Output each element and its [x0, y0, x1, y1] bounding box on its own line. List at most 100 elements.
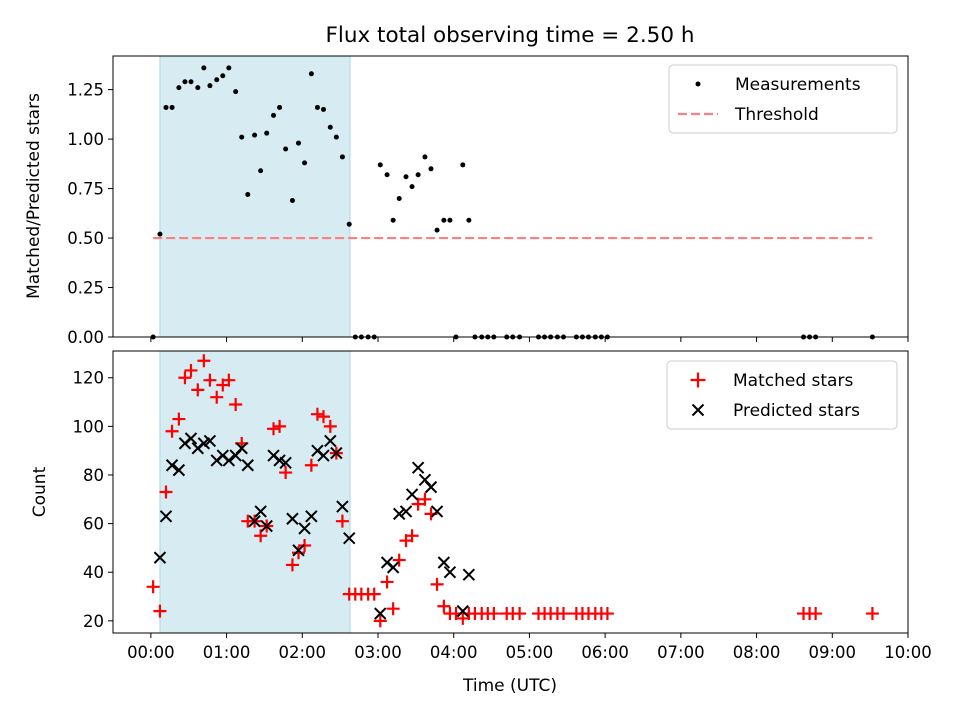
measurement-point [346, 221, 352, 227]
predicted-star-point [159, 510, 173, 523]
matched-star-point [304, 458, 318, 472]
x-tick-label: 05:00 [506, 643, 554, 662]
legend-threshold-label: Threshold [734, 105, 819, 125]
x-tick-label: 04:00 [430, 643, 478, 662]
highlight-span-rect [159, 55, 351, 338]
predicted-star-point [172, 463, 186, 477]
predicted-star-point [399, 505, 413, 518]
measurement-point [271, 112, 277, 118]
measurement-point [466, 217, 472, 223]
predicted-star-point [462, 568, 476, 581]
ratio-highlight-span [159, 55, 351, 338]
matched-star-point [292, 546, 305, 560]
predicted-star-point [430, 505, 444, 518]
y-tick-label: 0.00 [67, 328, 104, 347]
measurement-point [264, 130, 270, 136]
predicted-stars-points [153, 432, 476, 620]
measurement-point [396, 195, 402, 201]
count-axes-frame [112, 350, 909, 634]
matched-star-point [191, 383, 205, 397]
x-tick-label: 08:00 [733, 643, 781, 662]
measurement-point [163, 104, 169, 110]
x-tick-label: 03:00 [354, 643, 402, 662]
measurement-point [277, 104, 283, 110]
matched-star-point [273, 419, 287, 433]
matched-star-point [405, 529, 419, 543]
predicted-star-point [424, 480, 438, 494]
ratio-axis-ticks: 0.00 0.25 0.50 0.75 1.00 1.25 [67, 81, 909, 347]
predicted-star-point [254, 505, 267, 518]
measurement-point [327, 124, 333, 130]
matched-star-point [487, 607, 501, 621]
predicted-star-point [165, 459, 179, 472]
y-tick-label: 0.50 [67, 229, 104, 248]
matched-star-point [335, 514, 349, 528]
ratio-legend-box [668, 64, 898, 134]
matched-star-point [165, 424, 179, 438]
legend-predicted-label: Predicted stars [733, 401, 860, 421]
measurement-point [302, 160, 308, 166]
legend-measurements-label: Measurements [735, 75, 861, 95]
predicted-star-point [235, 442, 248, 455]
measurement-point [176, 85, 182, 91]
count-panel: 20 40 60 80 100 120 00:00 01:00 02:00 03:00 04:00… [30, 350, 932, 696]
matched-star-point [865, 607, 879, 621]
matched-star-point [418, 492, 432, 506]
x-tick-label: 01:00 [203, 643, 251, 662]
chart-title: Flux total observing time = 2.50 h [326, 23, 695, 48]
predicted-star-point [411, 461, 425, 474]
predicted-star-point [405, 488, 419, 501]
measurement-point [320, 106, 326, 112]
x-tick-label: 10:00 [884, 643, 932, 662]
matched-star-point [229, 397, 243, 411]
measurement-point [252, 132, 258, 138]
matched-star-point [323, 419, 337, 433]
measurement-point [226, 65, 232, 71]
matched-star-point [203, 373, 217, 387]
matched-star-point [254, 529, 268, 543]
y-tick-label: 1.25 [67, 81, 104, 100]
matched-star-point [809, 607, 823, 621]
measurement-point [434, 227, 440, 233]
measurement-point [207, 83, 213, 89]
x-tick-label: 02:00 [279, 643, 327, 662]
measurement-point [233, 89, 239, 95]
predicted-star-point [330, 446, 343, 460]
matched-star-point [373, 614, 387, 628]
matched-star-point [222, 373, 236, 387]
ratio-ylabel: Matched/Predicted stars [24, 93, 44, 299]
matched-star-point [172, 412, 186, 426]
y-tick-label: 1.00 [67, 130, 104, 149]
measurement-point [384, 172, 390, 178]
measurement-point [296, 140, 301, 146]
y-tick-label: 40 [83, 563, 104, 582]
matched-star-point [380, 575, 394, 589]
measurement-point [258, 168, 264, 174]
predicted-star-point [298, 522, 311, 535]
y-tick-label: 80 [83, 466, 104, 485]
measurement-point [182, 79, 188, 85]
measurement-point [314, 104, 320, 110]
measurement-point [390, 217, 396, 223]
measurement-point [157, 231, 163, 237]
x-tick-label: 09:00 [809, 643, 857, 662]
matched-star-point [279, 466, 293, 480]
predicted-star-point [456, 604, 470, 618]
matched-star-point [159, 485, 173, 499]
y-tick-label: 0.25 [67, 279, 104, 298]
predicted-star-point [443, 566, 457, 579]
matched-star-point [513, 607, 527, 621]
predicted-star-point [324, 434, 337, 448]
measurement-point [409, 184, 415, 190]
measurement-point [428, 166, 434, 172]
predicted-star-point [248, 514, 261, 528]
measurement-point [239, 134, 245, 140]
measurement-point [188, 79, 194, 85]
matched-star-point [184, 363, 198, 377]
x-tick-label: 07:00 [657, 643, 705, 662]
matched-star-point [557, 607, 570, 621]
predicted-star-point [343, 531, 356, 545]
predicted-star-point [292, 544, 305, 557]
predicted-star-point [222, 454, 236, 467]
